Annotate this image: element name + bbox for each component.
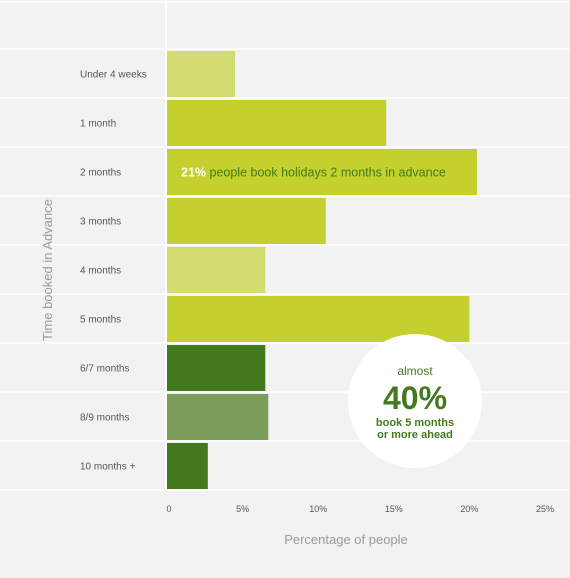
category-label: 8/9 months: [80, 413, 129, 424]
category-label: 1 month: [80, 119, 116, 130]
annotation-body: people book holidays 2 months in advance: [206, 166, 446, 180]
bar: [167, 443, 208, 489]
annotation-circle: almost 40% book 5 months or more ahead: [348, 334, 482, 468]
annotation-circle-line-4: or more ahead: [377, 429, 453, 441]
annotation-2-months: 21% people book holidays 2 months in adv…: [181, 166, 446, 180]
annotation-circle-line-1: almost: [397, 364, 433, 378]
bars: [167, 51, 477, 489]
category-label: 4 months: [80, 266, 121, 277]
category-label: 6/7 months: [80, 364, 129, 375]
category-label: 2 months: [80, 168, 121, 179]
bar: [167, 247, 266, 293]
category-label: 5 months: [80, 315, 121, 326]
annotation-circle-bg: [348, 334, 482, 468]
category-label: 3 months: [80, 217, 121, 228]
category-label: 10 months +: [80, 462, 135, 473]
x-tick-label: 15%: [385, 504, 403, 514]
x-tick-label: 0: [166, 504, 171, 514]
annotation-circle-line-2: 40%: [383, 380, 447, 416]
x-axis-title: Percentage of people: [284, 532, 408, 547]
bar: [167, 394, 269, 440]
gridlines: [0, 0, 570, 491]
bar: [167, 198, 326, 244]
category-labels: Under 4 weeks 1 month 2 months 3 months 4 mo…: [80, 70, 147, 473]
bar: [167, 100, 387, 146]
annotation-highlight: 21%: [181, 166, 206, 180]
x-tick-label: 20%: [460, 504, 478, 514]
y-axis-title: Time booked in Advance: [40, 199, 55, 341]
bar: [167, 345, 266, 391]
annotation-text: 21% people book holidays 2 months in adv…: [181, 166, 446, 180]
x-tick-label: 10%: [309, 504, 327, 514]
bar: [167, 149, 477, 195]
x-tick-label: 5%: [236, 504, 249, 514]
category-label: Under 4 weeks: [80, 70, 147, 81]
bar: [167, 51, 236, 97]
annotation-circle-line-3: book 5 months: [376, 417, 454, 429]
x-tick-label: 25%: [536, 504, 554, 514]
x-tick-labels: 0 5% 10% 15% 20% 25%: [166, 504, 554, 514]
